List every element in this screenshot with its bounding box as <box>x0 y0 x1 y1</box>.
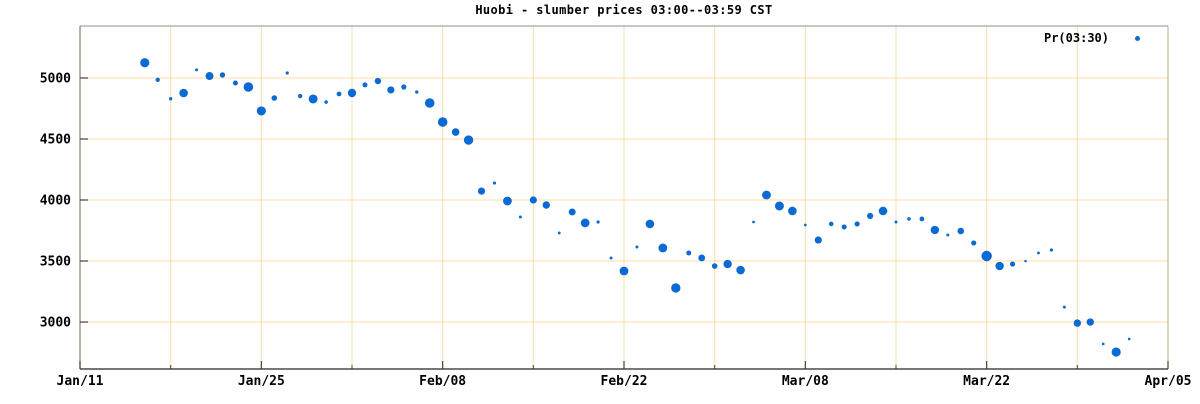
data-point <box>1009 261 1016 267</box>
x-tick-label: Mar/22 <box>963 374 1010 389</box>
data-point <box>957 227 965 235</box>
y-tick-label: 3500 <box>40 255 71 270</box>
data-point <box>619 266 629 276</box>
data-point <box>271 95 278 101</box>
data-point <box>415 90 419 94</box>
data-point <box>362 82 368 88</box>
data-point <box>518 215 522 219</box>
data-point <box>788 206 797 216</box>
data-point <box>387 86 395 94</box>
legend-marker-dot <box>1135 35 1140 41</box>
data-point <box>1062 305 1066 309</box>
x-tick-label: Apr/05 <box>1145 374 1192 389</box>
data-point <box>219 72 226 78</box>
data-point <box>1049 248 1054 252</box>
data-point <box>645 219 655 229</box>
data-point <box>580 218 590 228</box>
data-point <box>477 187 486 195</box>
data-point <box>568 208 576 216</box>
data-point <box>529 196 537 204</box>
data-point <box>814 236 822 244</box>
y-tick-label: 4000 <box>40 194 71 209</box>
data-point <box>946 233 950 237</box>
chart-title: Huobi - slumber prices 03:00--03:59 CST <box>475 3 773 17</box>
data-point <box>866 212 874 220</box>
data-point <box>658 243 668 253</box>
data-point <box>1127 337 1131 341</box>
data-point <box>451 128 460 136</box>
x-tick-label: Jan/25 <box>238 374 285 389</box>
data-point <box>919 216 925 222</box>
y-tick-label: 3000 <box>40 316 71 331</box>
data-point <box>542 201 550 209</box>
data-point <box>347 88 357 98</box>
data-point <box>995 261 1004 271</box>
data-point <box>894 220 898 224</box>
data-point <box>424 98 435 108</box>
y-tick-label: 4500 <box>40 132 71 147</box>
data-point <box>437 117 448 127</box>
legend-series-label: Pr(03:30) <box>1043 31 1109 45</box>
data-point <box>1073 319 1082 327</box>
data-point <box>1086 318 1094 326</box>
data-point <box>155 77 160 83</box>
data-point <box>803 223 807 227</box>
data-point <box>878 206 888 216</box>
data-point <box>752 220 755 224</box>
data-point <box>308 94 318 104</box>
data-point <box>1037 251 1040 255</box>
data-point <box>635 245 639 249</box>
data-point <box>232 80 238 86</box>
data-point <box>374 77 382 85</box>
data-point <box>609 256 613 260</box>
data-point <box>503 196 512 206</box>
data-point <box>981 250 992 262</box>
data-point <box>297 93 303 99</box>
data-point <box>596 220 600 224</box>
data-point <box>140 58 150 68</box>
data-point <box>907 217 911 221</box>
data-point <box>401 84 407 90</box>
data-point <box>1101 342 1105 346</box>
x-tick-label: Feb/08 <box>419 374 466 389</box>
data-point <box>723 259 732 269</box>
data-point <box>736 265 745 275</box>
data-point <box>256 106 266 116</box>
data-point <box>686 250 692 256</box>
data-point <box>930 225 940 235</box>
data-point <box>841 224 847 230</box>
data-point <box>854 221 860 227</box>
data-point <box>463 135 474 145</box>
data-point <box>285 71 289 75</box>
x-tick-label: Jan/11 <box>57 374 104 389</box>
data-point <box>336 91 342 97</box>
legend: Pr(03:30) <box>1044 31 1140 45</box>
data-point <box>828 221 834 227</box>
data-point <box>774 201 784 211</box>
data-point <box>971 240 977 246</box>
data-point <box>711 263 718 269</box>
data-point <box>762 190 771 200</box>
data-point <box>195 68 199 72</box>
y-tick-label: 5000 <box>40 71 71 86</box>
data-point <box>492 181 497 185</box>
data-point <box>557 231 561 235</box>
data-point <box>1024 259 1027 263</box>
data-point <box>243 82 254 92</box>
x-tick-label: Feb/22 <box>601 374 648 389</box>
x-tick-label: Mar/08 <box>782 374 829 389</box>
data-point <box>324 100 328 104</box>
data-point <box>671 283 681 293</box>
data-point <box>179 88 188 98</box>
data-point <box>168 97 173 101</box>
data-point <box>698 254 706 262</box>
data-point <box>1111 347 1121 357</box>
data-point <box>205 72 214 81</box>
